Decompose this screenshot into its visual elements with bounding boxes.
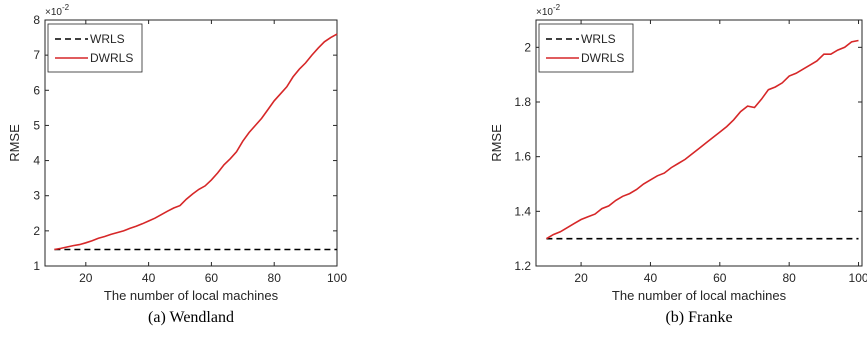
y-tick-label: 1: [33, 259, 40, 273]
x-axis-label: The number of local machines: [612, 288, 787, 303]
legend-label-wrls: WRLS: [90, 32, 125, 46]
x-axis: 20 40 60 80 100: [574, 20, 867, 285]
x-tick-label: 60: [713, 271, 727, 285]
y-tick-label: 1.6: [514, 150, 531, 164]
legend-label-dwrls: DWRLS: [90, 51, 133, 65]
series-line-dwrls: [54, 33, 338, 251]
series-lines: [545, 39, 859, 240]
x-tick-label: 40: [142, 271, 156, 285]
x-tick-label: 80: [782, 271, 796, 285]
chart-panel-franke: 1.2 1.4 1.6 1.8 2 20 40 60 80 100 ×10-2 RMSE The…: [489, 3, 867, 326]
x-tick-label: 100: [327, 271, 347, 285]
y-axis: 1.2 1.4 1.6 1.8 2: [514, 40, 862, 273]
legend-box: [47, 23, 143, 73]
x-tick-label: 80: [268, 271, 282, 285]
x-tick-label: 20: [574, 271, 588, 285]
y-axis: 1 2 3 4 5 6 7 8: [33, 13, 337, 273]
y-axis-label: RMSE: [489, 124, 504, 162]
legend-label-dwrls: DWRLS: [581, 51, 624, 65]
series-line-dwrls: [545, 39, 859, 240]
legend: WRLS DWRLS: [538, 23, 634, 73]
x-tick-label: 60: [205, 271, 219, 285]
y-tick-label: 1.2: [514, 259, 531, 273]
series-lines: [54, 33, 338, 251]
y-tick-label: 7: [33, 48, 40, 62]
chart-panel-wendland: 1 2 3 4 5 6 7 8 20 40 60 80 100 ×10-2 RMSE The numb…: [7, 3, 347, 326]
y-tick-label: 5: [33, 118, 40, 132]
y-exponent-label: ×10-2: [536, 3, 561, 18]
legend-label-wrls: WRLS: [581, 32, 616, 46]
y-exponent-label: ×10-2: [45, 3, 70, 18]
x-axis: 20 40 60 80 100: [79, 20, 347, 285]
x-tick-label: 100: [849, 271, 867, 285]
caption-a: (a) Wendland: [148, 309, 234, 326]
y-tick-label: 1.4: [514, 204, 531, 218]
y-tick-label: 2: [524, 40, 531, 54]
x-tick-label: 20: [79, 271, 93, 285]
y-tick-label: 8: [33, 13, 40, 27]
legend-box: [538, 23, 634, 73]
x-tick-label: 40: [644, 271, 658, 285]
x-axis-label: The number of local machines: [104, 288, 279, 303]
caption-b: (b) Franke: [665, 309, 732, 326]
legend: WRLS DWRLS: [47, 23, 143, 73]
y-tick-label: 1.8: [514, 95, 531, 109]
y-tick-label: 2: [33, 224, 40, 238]
y-axis-label: RMSE: [7, 124, 22, 162]
y-tick-label: 3: [33, 189, 40, 203]
y-tick-label: 4: [33, 154, 40, 168]
y-tick-label: 6: [33, 83, 40, 97]
